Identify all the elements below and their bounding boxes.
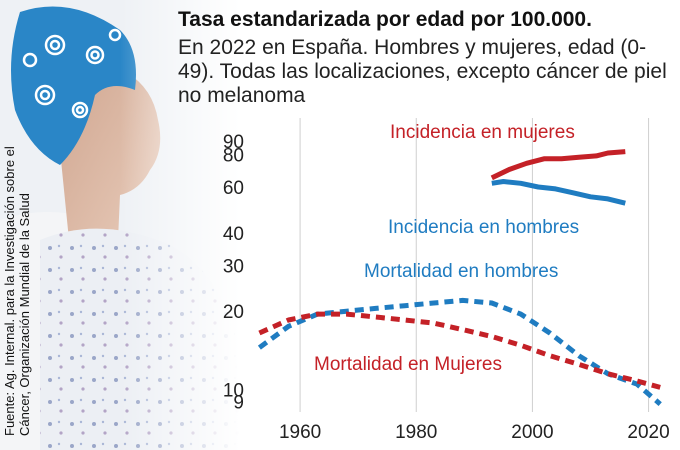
y-tick-10: 10 bbox=[223, 381, 244, 402]
label-mortalidad-mujeres: Mortalidad en Mujeres bbox=[314, 354, 502, 375]
x-tick-2020: 2020 bbox=[627, 422, 669, 443]
y-tick-40: 40 bbox=[223, 224, 244, 245]
x-tick-1960: 1960 bbox=[279, 422, 321, 443]
label-mortalidad-hombres: Mortalidad en hombres bbox=[364, 261, 558, 282]
chart-gridlines bbox=[299, 118, 650, 412]
y-tick-90: 90 bbox=[223, 132, 244, 153]
series-line-3 bbox=[258, 311, 661, 390]
chart-subtitle: En 2022 en España. Hombres y mujeres, ed… bbox=[178, 36, 667, 107]
series-labels: Incidencia en mujeres Incidencia en homb… bbox=[314, 122, 579, 375]
y-tick-20: 20 bbox=[223, 302, 244, 323]
series-line-2 bbox=[257, 297, 662, 406]
y-tick-30: 30 bbox=[223, 256, 244, 277]
y-tick-80: 80 bbox=[223, 145, 244, 166]
chart-title: Tasa estandarizada por edad por 100.000. bbox=[178, 8, 592, 31]
series-line-0 bbox=[490, 149, 626, 181]
y-tick-60: 60 bbox=[223, 178, 244, 199]
x-tick-2000: 2000 bbox=[511, 422, 553, 443]
series-line-1 bbox=[491, 179, 626, 206]
x-tick-1980: 1980 bbox=[395, 422, 437, 443]
chart-series bbox=[257, 149, 662, 406]
x-axis: 1960 1980 2000 2020 bbox=[279, 422, 670, 443]
label-incidencia-mujeres: Incidencia en mujeres bbox=[390, 122, 575, 143]
label-incidencia-hombres: Incidencia en hombres bbox=[388, 217, 579, 238]
y-tick-9: 9 bbox=[233, 393, 244, 414]
